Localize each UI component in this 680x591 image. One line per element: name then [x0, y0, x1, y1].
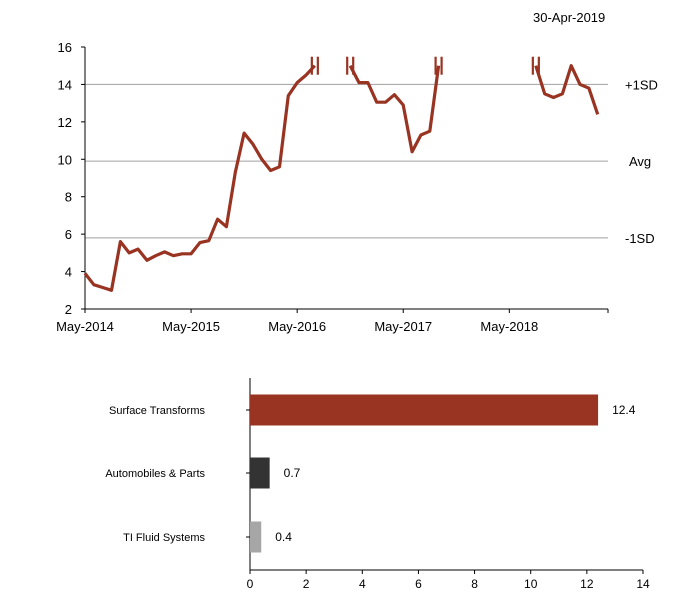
- bar-x-tick-label: 4: [359, 577, 366, 591]
- bar-category-label: TI Fluid Systems: [123, 532, 205, 544]
- bar-x-tick-label: 12: [580, 577, 594, 591]
- bar-category-label: Automobiles & Parts: [105, 468, 205, 480]
- bar: [250, 458, 270, 489]
- bar-value-label: 12.4: [612, 403, 636, 417]
- bar-x-tick-label: 6: [415, 577, 422, 591]
- bar-x-tick-label: 8: [471, 577, 478, 591]
- bar-x-tick-label: 0: [247, 577, 254, 591]
- bar-value-label: 0.7: [284, 466, 301, 480]
- bar-value-label: 0.4: [275, 530, 292, 544]
- bar-category-label: Surface Transforms: [109, 405, 205, 417]
- bar: [250, 522, 261, 553]
- bar-x-tick-label: 2: [303, 577, 310, 591]
- bar: [250, 395, 598, 426]
- bar-x-tick-label: 10: [524, 577, 538, 591]
- bar-x-tick-label: 14: [636, 577, 650, 591]
